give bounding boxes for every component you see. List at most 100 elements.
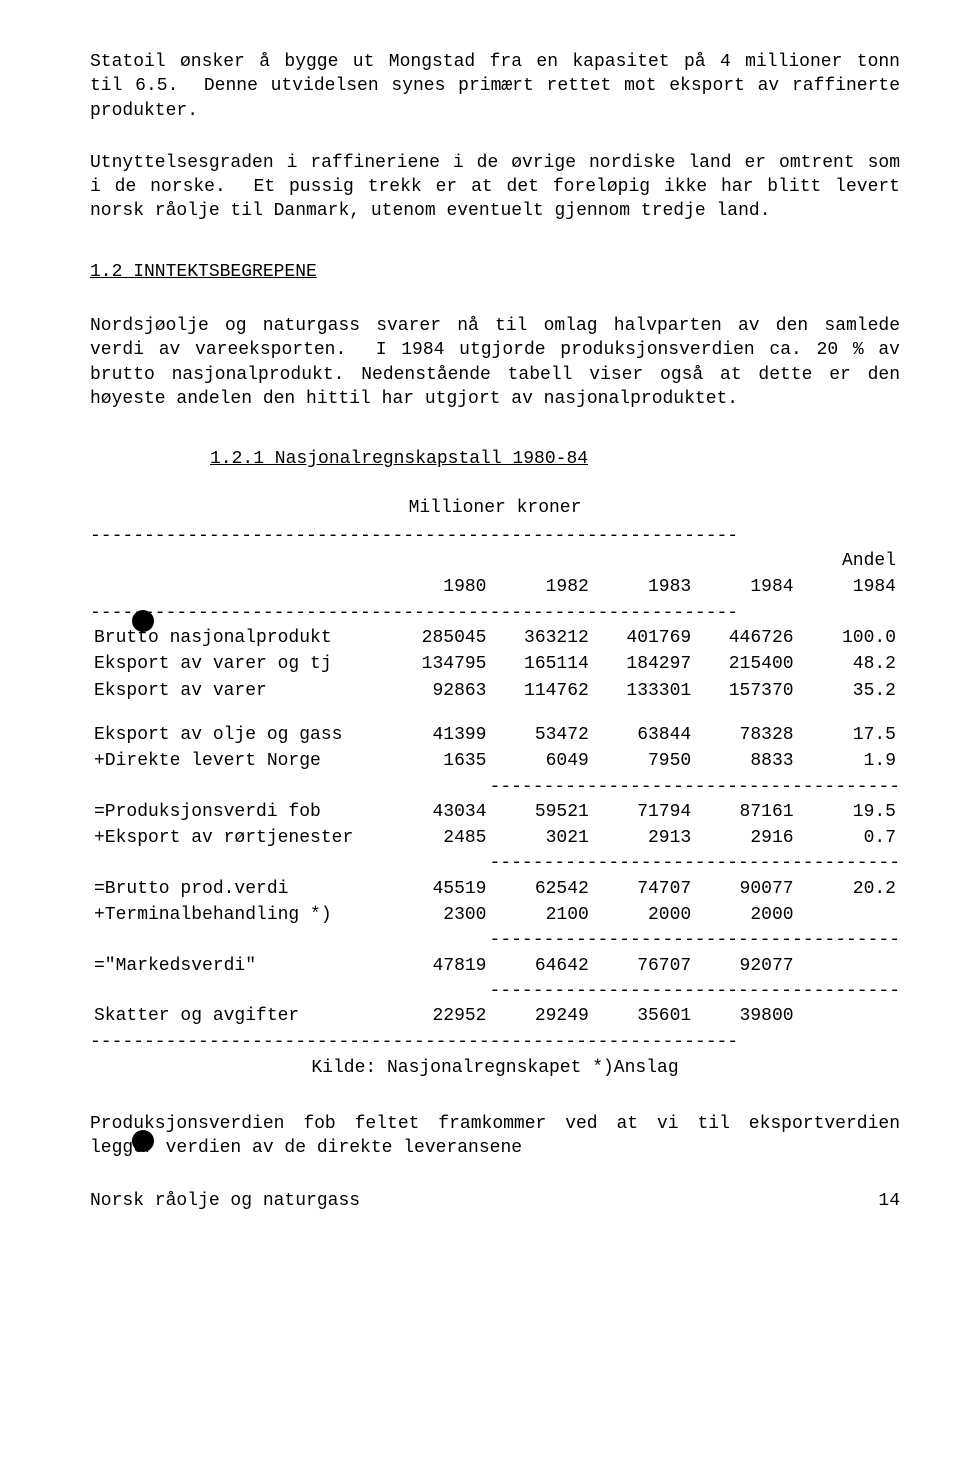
cell-value: 2916 — [695, 825, 797, 851]
data-table: =Brutto prod.verdi4551962542747079007720… — [90, 876, 900, 929]
paragraph: Utnyttelsesgraden i raffineriene i de øv… — [90, 151, 900, 224]
cell-value: 2100 — [490, 902, 592, 928]
cell-value: 100.0 — [798, 625, 900, 651]
table-caption: Millioner kroner — [90, 496, 900, 520]
table-divider: -------------------------------------- — [90, 928, 900, 952]
paragraph: Nordsjøolje og naturgass svarer nå til o… — [90, 314, 900, 411]
col-header: 1980 — [388, 574, 490, 600]
row-label: ="Markedsverdi" — [90, 953, 388, 979]
cell-value: 87161 — [695, 799, 797, 825]
section-heading: 1.2 INNTEKTSBEGREPENE — [90, 260, 900, 284]
table-row: Eksport av varer928631147621333011573703… — [90, 678, 900, 704]
cell-value: 92077 — [695, 953, 797, 979]
row-label: +Eksport av rørtjenester — [90, 825, 388, 851]
cell-value: 134795 — [388, 651, 490, 677]
table-header-row: Andel — [90, 548, 900, 574]
table-header-row: 1980 1982 1983 1984 1984 — [90, 574, 900, 600]
row-label: Eksport av varer og tj — [90, 651, 388, 677]
cell-value: 71794 — [593, 799, 695, 825]
cell-value: 1635 — [388, 748, 490, 774]
col-header: 1982 — [490, 574, 592, 600]
data-table: Skatter og avgifter22952292493560139800 — [90, 1003, 900, 1029]
cell-value: 2485 — [388, 825, 490, 851]
cell-value — [798, 953, 900, 979]
col-header: 1983 — [593, 574, 695, 600]
table-divider: -------------------------------------- — [90, 851, 900, 875]
cell-value: 47819 — [388, 953, 490, 979]
cell-value: 114762 — [490, 678, 592, 704]
hole-punch-mark — [132, 1130, 154, 1152]
table-row: Brutto nasjonalprodukt285045363212401769… — [90, 625, 900, 651]
cell-value: 133301 — [593, 678, 695, 704]
cell-value: 45519 — [388, 876, 490, 902]
data-table: =Produksjonsverdi fob4303459521717948716… — [90, 799, 900, 852]
cell-value: 2000 — [695, 902, 797, 928]
cell-value: 6049 — [490, 748, 592, 774]
cell-value: 62542 — [490, 876, 592, 902]
cell-value: 92863 — [388, 678, 490, 704]
data-table: Andel 1980 1982 1983 1984 1984 — [90, 548, 900, 601]
cell-value: 20.2 — [798, 876, 900, 902]
table-divider: ----------------------------------------… — [90, 1030, 900, 1054]
col-header: 1984 — [798, 574, 900, 600]
cell-value: 63844 — [593, 722, 695, 748]
cell-value: 215400 — [695, 651, 797, 677]
cell-value: 285045 — [388, 625, 490, 651]
cell-value: 22952 — [388, 1003, 490, 1029]
cell-value: 53472 — [490, 722, 592, 748]
cell-value: 90077 — [695, 876, 797, 902]
page-number: 14 — [878, 1189, 900, 1213]
cell-value: 3021 — [490, 825, 592, 851]
cell-value: 0.7 — [798, 825, 900, 851]
cell-value: 43034 — [388, 799, 490, 825]
page-footer: Norsk råolje og naturgass 14 — [90, 1189, 900, 1213]
cell-value: 74707 — [593, 876, 695, 902]
row-label: Eksport av olje og gass — [90, 722, 388, 748]
data-table: ="Markedsverdi"47819646427670792077 — [90, 953, 900, 979]
col-header: 1984 — [695, 574, 797, 600]
cell-value: 59521 — [490, 799, 592, 825]
paragraph: Produksjonsverdien fob feltet framkommer… — [90, 1112, 900, 1161]
row-label: Eksport av varer — [90, 678, 388, 704]
col-header: Andel — [798, 548, 900, 574]
cell-value — [798, 902, 900, 928]
cell-value: 184297 — [593, 651, 695, 677]
cell-value: 1.9 — [798, 748, 900, 774]
data-table: Brutto nasjonalprodukt285045363212401769… — [90, 625, 900, 774]
table-row: Skatter og avgifter22952292493560139800 — [90, 1003, 900, 1029]
cell-value: 76707 — [593, 953, 695, 979]
cell-value: 17.5 — [798, 722, 900, 748]
cell-value: 64642 — [490, 953, 592, 979]
row-label: =Brutto prod.verdi — [90, 876, 388, 902]
table-divider: -------------------------------------- — [90, 979, 900, 1003]
cell-value: 48.2 — [798, 651, 900, 677]
cell-value: 401769 — [593, 625, 695, 651]
cell-value: 35.2 — [798, 678, 900, 704]
cell-value: 35601 — [593, 1003, 695, 1029]
page: Statoil ønsker å bygge ut Mongstad fra e… — [90, 50, 900, 1213]
cell-value: 29249 — [490, 1003, 592, 1029]
table-row: ="Markedsverdi"47819646427670792077 — [90, 953, 900, 979]
cell-value: 8833 — [695, 748, 797, 774]
cell-value: 446726 — [695, 625, 797, 651]
table-row: Eksport av olje og gass41399534726384478… — [90, 722, 900, 748]
cell-value: 7950 — [593, 748, 695, 774]
cell-value: 41399 — [388, 722, 490, 748]
table-divider: -------------------------------------- — [90, 775, 900, 799]
cell-value: 157370 — [695, 678, 797, 704]
cell-value: 165114 — [490, 651, 592, 677]
cell-value: 39800 — [695, 1003, 797, 1029]
table-divider: ----------------------------------------… — [90, 524, 900, 548]
table-row: =Produksjonsverdi fob4303459521717948716… — [90, 799, 900, 825]
table-row: Eksport av varer og tj134795165114184297… — [90, 651, 900, 677]
cell-value: 19.5 — [798, 799, 900, 825]
cell-value: 363212 — [490, 625, 592, 651]
paragraph: Statoil ønsker å bygge ut Mongstad fra e… — [90, 50, 900, 123]
table-divider: ----------------------------------------… — [90, 601, 900, 625]
table-row: =Brutto prod.verdi4551962542747079007720… — [90, 876, 900, 902]
table-source: Kilde: Nasjonalregnskapet *)Anslag — [90, 1056, 900, 1080]
table-row: +Eksport av rørtjenester2485302129132916… — [90, 825, 900, 851]
footer-title: Norsk råolje og naturgass — [90, 1189, 360, 1213]
cell-value — [798, 1003, 900, 1029]
hole-punch-mark — [132, 610, 154, 632]
